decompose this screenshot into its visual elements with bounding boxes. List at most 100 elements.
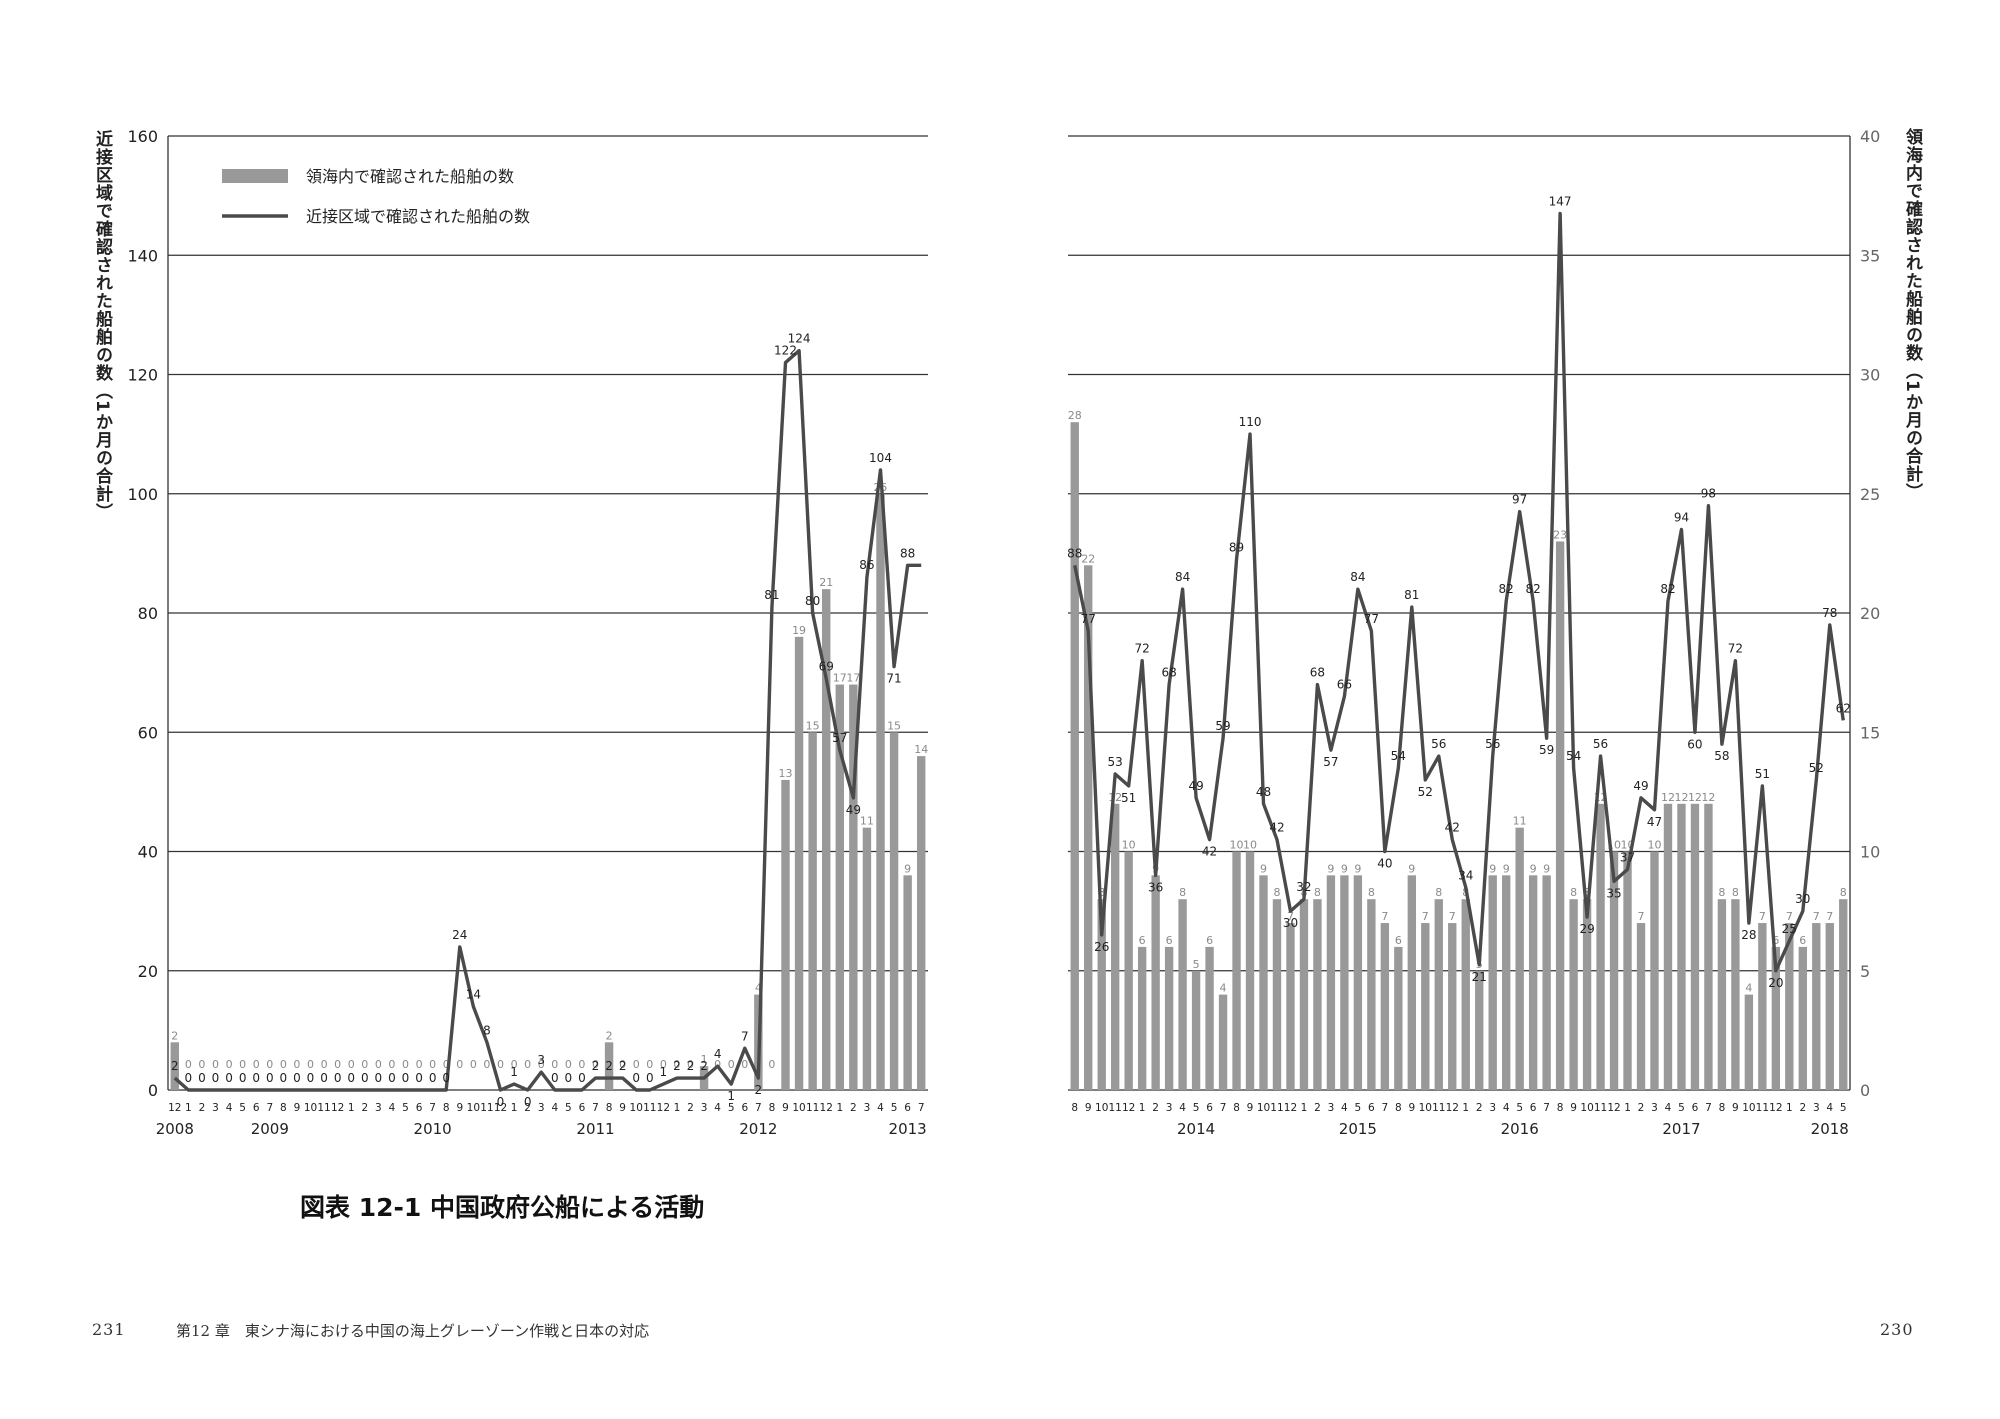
bar-value-label: 7 [1381,910,1388,923]
bar-value-label: 0 [551,1058,558,1071]
bar-value-label: 0 [253,1058,260,1071]
x-year-label: 2018 [1811,1120,1849,1138]
x-month-label: 3 [375,1102,382,1114]
x-month-label: 7 [592,1102,599,1114]
line-value-label: 147 [1549,195,1572,209]
x-year-label: 2013 [889,1120,927,1138]
line-value-label: 0 [429,1071,437,1085]
bar-value-label: 7 [1786,910,1793,923]
line-value-label: 0 [646,1071,654,1085]
x-month-label: 11 [806,1102,819,1114]
bar-value-label: 9 [904,862,911,875]
x-month-label: 2 [361,1102,368,1114]
bar [1569,899,1578,1090]
y-tick-label: 10 [1860,843,1880,862]
legend-bar-swatch [222,169,288,183]
bar [1205,946,1214,1090]
line-value-label: 53 [1108,755,1123,769]
line-value-label: 1 [727,1089,735,1103]
x-month-label: 10 [1257,1102,1270,1114]
bar [1704,803,1713,1090]
line-value-label: 24 [452,928,467,942]
x-month-label: 1 [185,1102,192,1114]
bar-value-label: 0 [239,1058,246,1071]
bar [1245,851,1255,1090]
bar-value-label: 13 [779,767,793,780]
bar [1218,994,1228,1090]
x-month-label: 5 [1840,1102,1847,1114]
x-month-label: 4 [389,1102,396,1114]
bar-value-label: 8 [1273,886,1280,899]
bar [1097,899,1106,1090]
bar [1785,923,1794,1090]
line-value-label: 30 [1283,916,1298,930]
line-value-label: 20 [1768,976,1783,990]
line-value-label: 122 [774,344,797,358]
line-value-label: 124 [788,332,811,346]
bar-value-label: 9 [1543,862,1550,875]
x-month-label: 11 [1594,1102,1607,1114]
bar-value-label: 0 [646,1058,653,1071]
x-month-label: 2 [524,1102,531,1114]
bar-value-label: 9 [1408,862,1415,875]
bar-value-label: 8 [1732,886,1739,899]
bar-value-label: 0 [361,1058,368,1071]
bar-value-label: 0 [456,1058,463,1071]
x-month-label: 8 [443,1102,450,1114]
bar [1663,803,1673,1090]
bar-value-label: 0 [524,1058,531,1071]
legend-bar-label: 領海内で確認された船舶の数 [306,167,514,186]
bar-value-label: 8 [1098,886,1105,899]
bar-value-label: 4 [1220,982,1227,995]
bar-value-label: 0 [741,1058,748,1071]
x-month-label: 9 [1732,1102,1739,1114]
bar-value-label: 11 [1513,815,1527,828]
bar-value-label: 9 [1327,862,1334,875]
x-month-label: 4 [1179,1102,1186,1114]
x-month-label: 4 [1503,1102,1510,1114]
bar-value-label: 0 [388,1058,395,1071]
line-value-label: 66 [1337,677,1352,691]
x-month-label: 3 [1328,1102,1335,1114]
line-value-label: 2 [171,1059,179,1073]
bar-value-label: 7 [1826,910,1833,923]
y-tick-label: 35 [1860,246,1880,265]
line-value-label: 77 [1081,612,1096,626]
x-year-label: 2016 [1501,1120,1539,1138]
bar-value-label: 0 [728,1058,735,1071]
bar [1070,422,1079,1090]
bar-value-label: 12 [1674,791,1688,804]
line-value-label: 52 [1418,785,1433,799]
bar-value-label: 0 [592,1058,599,1071]
bar-value-label: 0 [497,1058,504,1071]
line-value-label: 37 [1620,850,1635,864]
line-value-label: 26 [1094,940,1109,954]
line-value-label: 59 [1215,719,1230,733]
bar-value-label: 15 [887,719,901,732]
line-value-label: 2 [755,1083,763,1097]
bar-value-label: 7 [1449,910,1456,923]
bar-value-label: 6 [1395,934,1402,947]
line-value-label: 60 [1687,737,1702,751]
bar-value-label: 0 [429,1058,436,1071]
x-month-label: 1 [836,1102,843,1114]
bar-value-label: 5 [1193,958,1200,971]
x-month-label: 1 [348,1102,355,1114]
line-value-label: 40 [1377,857,1392,871]
x-month-label: 9 [1408,1102,1415,1114]
line-value-label: 0 [320,1071,328,1085]
bar-value-label: 0 [619,1058,626,1071]
bar [1286,923,1295,1090]
bar [1259,875,1268,1090]
x-month-label: 11 [1756,1102,1769,1114]
x-month-label: 12 [1284,1102,1297,1114]
bar [1421,923,1430,1090]
y-tick-label: 25 [1860,485,1880,504]
bar-value-label: 0 [470,1058,477,1071]
bar [1488,875,1497,1090]
x-month-label: 12 [1607,1102,1620,1114]
y-tick-label: 140 [127,246,158,265]
bar-value-label: 0 [402,1058,409,1071]
bar-value-label: 15 [806,719,820,732]
bar [1111,803,1120,1090]
